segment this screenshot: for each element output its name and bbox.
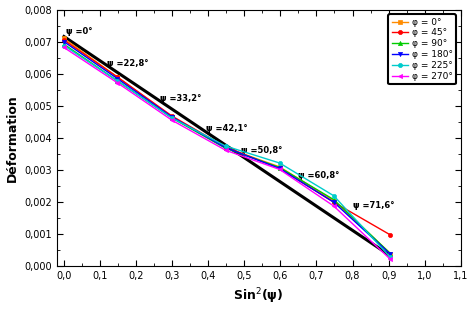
φ = 0° (331, 199, 337, 202)
φ = 45° (169, 114, 175, 118)
Text: ψ =60,8°: ψ =60,8° (299, 171, 340, 180)
φ = 270° (331, 204, 337, 208)
φ = 90° (277, 166, 283, 169)
Line: φ = 180°: φ = 180° (62, 40, 392, 256)
φ = 270° (277, 168, 283, 171)
φ = 225° (277, 161, 283, 165)
Legend: φ = 0°, φ = 45°, φ = 90°, φ = 180°, φ = 225°, φ = 270°: φ = 0°, φ = 45°, φ = 90°, φ = 180°, φ = … (388, 14, 456, 84)
Text: ψ =33,2°: ψ =33,2° (160, 94, 201, 103)
Line: φ = 270°: φ = 270° (62, 45, 392, 261)
X-axis label: Sin$^2$(ψ): Sin$^2$(ψ) (233, 287, 284, 306)
φ = 225° (61, 44, 67, 47)
φ = 90° (223, 146, 228, 150)
φ = 0° (388, 252, 393, 256)
Line: φ = 45°: φ = 45° (62, 38, 392, 237)
φ = 90° (115, 79, 120, 83)
φ = 270° (388, 257, 393, 261)
φ = 180° (61, 40, 67, 44)
φ = 0° (169, 115, 175, 119)
φ = 90° (388, 252, 393, 256)
φ = 90° (331, 198, 337, 202)
Text: ψ =71,6°: ψ =71,6° (353, 201, 394, 210)
Line: φ = 90°: φ = 90° (62, 42, 392, 256)
φ = 225° (169, 116, 175, 120)
Line: φ = 0°: φ = 0° (62, 37, 392, 256)
φ = 225° (223, 144, 228, 148)
φ = 90° (61, 42, 67, 46)
φ = 270° (223, 148, 228, 152)
φ = 0° (61, 37, 67, 40)
φ = 45° (388, 233, 393, 237)
φ = 225° (388, 256, 393, 259)
φ = 45° (277, 167, 283, 170)
φ = 270° (169, 119, 175, 122)
Text: ψ =50,8°: ψ =50,8° (241, 146, 282, 155)
φ = 180° (115, 77, 120, 80)
φ = 45° (223, 145, 228, 149)
φ = 225° (115, 79, 120, 83)
φ = 90° (169, 116, 175, 120)
φ = 0° (115, 75, 120, 79)
Text: ψ =42,1°: ψ =42,1° (207, 124, 248, 133)
Text: ψ =22,8°: ψ =22,8° (107, 59, 149, 68)
φ = 270° (115, 81, 120, 85)
φ = 270° (61, 46, 67, 49)
φ = 180° (223, 146, 228, 149)
φ = 0° (223, 146, 228, 149)
φ = 180° (169, 115, 175, 119)
Text: ψ =0°: ψ =0° (66, 27, 92, 36)
φ = 0° (277, 165, 283, 169)
φ = 225° (331, 194, 337, 198)
φ = 180° (388, 252, 393, 256)
φ = 180° (277, 167, 283, 170)
Y-axis label: Déformation: Déformation (6, 94, 18, 182)
φ = 45° (61, 38, 67, 42)
Line: φ = 225°: φ = 225° (62, 43, 392, 260)
φ = 45° (331, 200, 337, 204)
φ = 45° (115, 75, 120, 79)
φ = 180° (331, 200, 337, 204)
